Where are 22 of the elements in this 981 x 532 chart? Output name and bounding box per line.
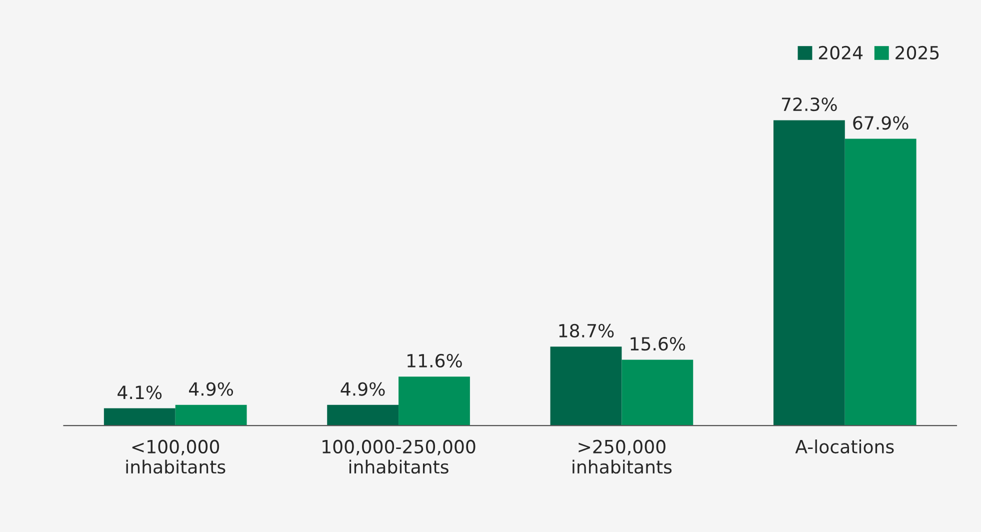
data-label: 18.7% <box>559 324 614 338</box>
bar <box>175 404 247 426</box>
legend-label: 2025 <box>896 46 939 60</box>
x-tick-label: >250,000 inhabitants <box>572 440 672 474</box>
legend-label: 2024 <box>818 46 863 60</box>
bar <box>622 360 694 426</box>
bar <box>844 138 916 426</box>
data-label: 67.9% <box>853 116 908 130</box>
data-label: 15.6% <box>630 336 686 351</box>
data-label: 72.3% <box>782 97 837 112</box>
x-tick-label: <100,000 inhabitants <box>126 440 226 474</box>
x-tick-label: A-locations <box>795 439 894 454</box>
data-label: 11.6% <box>408 354 462 368</box>
bar <box>327 404 399 426</box>
data-label: 4.9% <box>340 382 385 396</box>
x-tick-label: 100,000-250,000 inhabitants <box>322 440 476 474</box>
bar <box>773 120 845 426</box>
bar <box>550 346 622 426</box>
bar <box>398 376 470 426</box>
bar <box>104 408 176 426</box>
data-label: 4.9% <box>189 382 233 396</box>
data-label: 4.1% <box>118 386 162 400</box>
